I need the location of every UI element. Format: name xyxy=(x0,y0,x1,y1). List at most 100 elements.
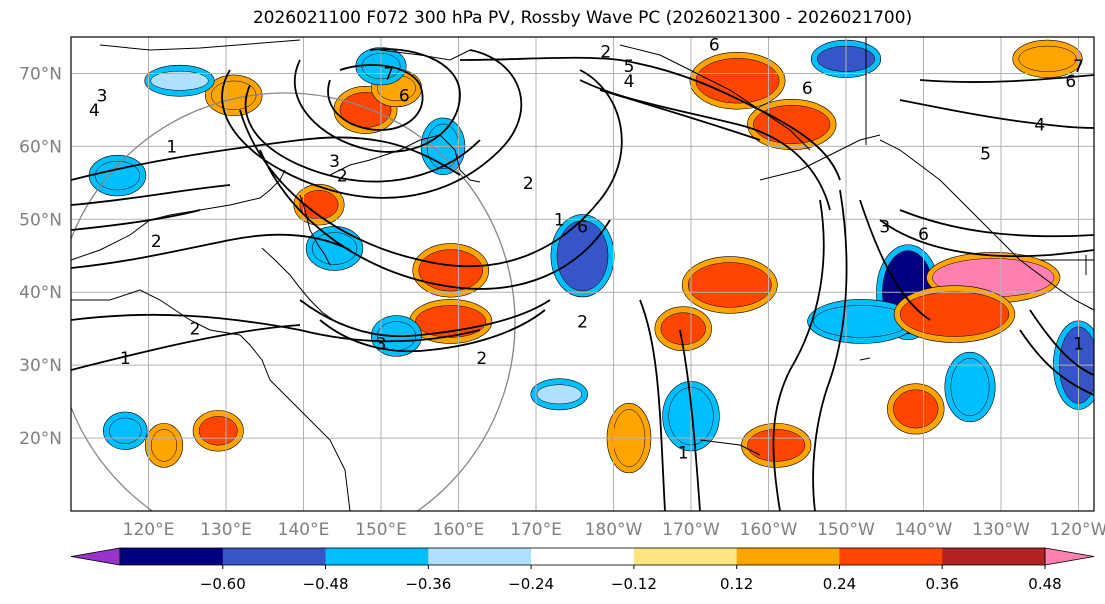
colorbar-tick-label: −0.48 xyxy=(303,575,349,593)
coastline-segment xyxy=(379,49,471,61)
longitude-label: 140°E xyxy=(278,520,330,540)
longitude-label: 170°W xyxy=(662,520,720,540)
anomaly-region xyxy=(747,429,806,462)
pv-contour-label: 2 xyxy=(190,320,201,340)
pv-contour-label: 4 xyxy=(1034,116,1045,136)
anomaly-region xyxy=(415,305,487,338)
pv-contour-line xyxy=(1029,309,1094,376)
colorbar-segment xyxy=(428,548,532,565)
pv-contour-line xyxy=(319,309,546,353)
anomaly-region xyxy=(753,105,831,144)
pv-contour-line xyxy=(299,299,551,338)
pv-contour-label: 1 xyxy=(120,349,131,369)
reference-circle xyxy=(71,92,516,511)
anomaly-region xyxy=(94,160,141,191)
pv-contour-label: 1 xyxy=(166,137,177,157)
longitude-label: 180°W xyxy=(585,520,643,540)
colorbar-tick-label: −0.24 xyxy=(508,575,554,593)
pv-contour-line xyxy=(639,299,666,511)
latitude-label: 60°N xyxy=(19,137,62,157)
pv-contour-label: 1 xyxy=(1073,334,1084,354)
colorbar-tick-label: 0.48 xyxy=(1028,575,1061,593)
longitude-label: 160°E xyxy=(433,520,485,540)
pv-contour-label: 4 xyxy=(624,72,635,92)
longitude-label: 120°W xyxy=(1050,520,1105,540)
longitude-label: 160°W xyxy=(740,520,798,540)
anomaly-region xyxy=(418,249,483,292)
coastline-segment xyxy=(699,439,761,456)
pv-contour-line xyxy=(71,209,201,231)
pv-contour-label: 2 xyxy=(151,232,162,252)
latitude-label: 50°N xyxy=(19,210,62,230)
longitude-label: 130°W xyxy=(972,520,1030,540)
pv-contour-line xyxy=(859,199,931,321)
longitude-label: 140°W xyxy=(895,520,953,540)
pv-contour-label: 3 xyxy=(376,334,387,354)
anomaly-region xyxy=(198,416,238,446)
pv-contour-line xyxy=(599,89,761,141)
colorbar-tick-label: 0.24 xyxy=(823,575,856,593)
pv-contour-line xyxy=(899,209,1094,238)
coastline-segment xyxy=(99,39,301,51)
coastline-segment xyxy=(859,357,871,361)
anomaly-region xyxy=(1018,45,1077,72)
pv-contour-label: 3 xyxy=(879,218,890,238)
anomaly-region xyxy=(150,429,178,462)
colorbar-segment xyxy=(736,548,840,565)
pv-contour-label: 6 xyxy=(1065,72,1076,92)
colorbar-tick-label: −0.12 xyxy=(611,575,657,593)
colorbar-extend-high xyxy=(1044,547,1095,566)
colorbar-frame xyxy=(119,547,1046,566)
pv-contour-line xyxy=(244,84,481,183)
anomaly-region xyxy=(950,357,990,417)
pv-contour-line xyxy=(239,69,623,268)
pv-contour-label: 6 xyxy=(918,225,929,245)
anomaly-region xyxy=(311,232,358,265)
longitude-label: 130°E xyxy=(200,520,252,540)
latitude-labels: 70°N 60°N 50°N 40°N 30°N 20°N xyxy=(19,64,62,449)
pv-contour-line xyxy=(221,49,523,199)
colorbar-segment xyxy=(839,548,943,565)
colorbar-tick-label: −0.60 xyxy=(200,575,246,593)
colorbar-segment xyxy=(531,548,635,565)
pv-contour-label: 4 xyxy=(89,101,100,121)
pv-contour-label: 6 xyxy=(709,35,720,55)
coastline-segment xyxy=(329,134,481,183)
anomaly-region xyxy=(109,417,142,444)
colorbar-tick-label: 0.36 xyxy=(926,575,959,593)
pv-contour-line xyxy=(327,64,424,131)
pv-contour-line xyxy=(679,329,701,511)
pv-contour-label: 5 xyxy=(980,145,991,165)
longitude-label: 150°E xyxy=(355,520,407,540)
colorbar: −0.60 −0.48 −0.36 −0.24 −0.12 0.12 0.24 0.36 0.4… xyxy=(70,547,1095,593)
coastline-segment xyxy=(261,247,337,323)
colorbar-tick-label: 0.12 xyxy=(720,575,753,593)
latitude-label: 40°N xyxy=(19,283,62,303)
pv-contour-label: 1 xyxy=(554,210,565,230)
map-frame xyxy=(70,36,1095,512)
pv-contour-line xyxy=(879,219,1094,258)
pv-contour-line xyxy=(71,136,461,181)
longitude-label: 120°E xyxy=(123,520,175,540)
pv-contour-line xyxy=(71,324,301,371)
pv-contour-label: 2 xyxy=(337,167,348,187)
coastline-segment xyxy=(619,44,811,151)
pv-contour-label: 1 xyxy=(678,444,689,464)
coastline-segment xyxy=(71,289,351,511)
colorbar-tick-label: −0.36 xyxy=(405,575,451,593)
pv-contour-line xyxy=(1019,329,1094,396)
pv-contour-label: 2 xyxy=(577,312,588,332)
anomaly-region xyxy=(687,262,772,308)
colorbar-segment xyxy=(633,548,738,565)
latitude-label: 70°N xyxy=(19,64,62,84)
pv-contour-label: 7 xyxy=(1073,57,1084,77)
anomaly-region xyxy=(660,312,706,345)
anomaly-region xyxy=(150,70,209,91)
anomaly-region xyxy=(695,58,780,104)
latitude-label: 20°N xyxy=(19,429,62,449)
pv-contour-line xyxy=(293,48,461,153)
pv-contour-label: 3 xyxy=(329,152,340,172)
anomaly-shading-layer xyxy=(88,39,1094,474)
